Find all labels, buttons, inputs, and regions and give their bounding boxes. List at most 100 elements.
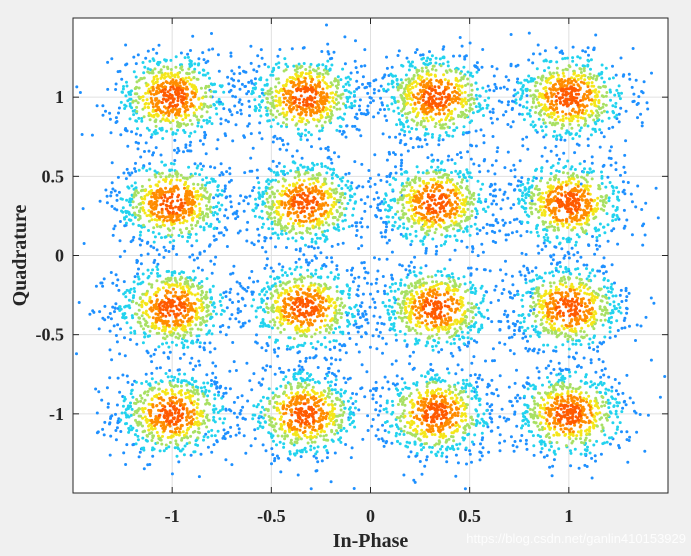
scatter-point [343, 196, 347, 200]
scatter-point [468, 109, 471, 113]
scatter-point [351, 124, 355, 128]
scatter-point [646, 107, 650, 111]
scatter-point [205, 310, 209, 313]
scatter-point [614, 168, 618, 172]
scatter-point [218, 173, 222, 177]
scatter-point [372, 88, 376, 91]
scatter-point [416, 136, 420, 140]
scatter-point [364, 318, 368, 322]
scatter-point [176, 380, 180, 384]
scatter-point [150, 360, 154, 364]
scatter-point [486, 317, 490, 320]
scatter-point [117, 106, 121, 110]
scatter-point [419, 271, 423, 275]
scatter-point [498, 449, 502, 453]
scatter-point [530, 185, 534, 189]
scatter-point [134, 189, 138, 192]
scatter-point [393, 297, 397, 301]
scatter-point [652, 301, 656, 305]
scatter-point [552, 368, 556, 371]
scatter-point [474, 93, 478, 97]
scatter-point [211, 361, 215, 365]
scatter-point [146, 390, 150, 393]
scatter-point [470, 460, 473, 464]
scatter-point [364, 270, 368, 274]
scatter-point [568, 370, 571, 374]
scatter-point [504, 110, 508, 114]
scatter-point [400, 128, 404, 132]
scatter-point [472, 325, 476, 329]
scatter-point [503, 309, 507, 313]
scatter-point [544, 59, 548, 63]
scatter-point [371, 418, 375, 421]
scatter-point [123, 397, 127, 401]
scatter-point [584, 229, 588, 233]
scatter-point [474, 408, 478, 412]
scatter-point [578, 56, 582, 60]
scatter-point [307, 245, 311, 249]
scatter-point [594, 386, 598, 390]
scatter-point [504, 259, 507, 263]
scatter-point [438, 134, 442, 138]
scatter-point [202, 394, 206, 398]
scatter-point [314, 272, 318, 276]
scatter-point [341, 176, 345, 180]
scatter-point [557, 270, 561, 274]
scatter-point [579, 255, 583, 259]
scatter-point [338, 342, 342, 346]
scatter-point [125, 321, 129, 325]
scatter-point [124, 223, 128, 227]
scatter-point [114, 334, 118, 337]
scatter-point [464, 290, 467, 294]
scatter-point [212, 404, 216, 408]
scatter-point [271, 118, 275, 122]
scatter-point [114, 116, 118, 120]
scatter-point [617, 84, 621, 88]
scatter-point [133, 215, 137, 219]
scatter-point [112, 227, 116, 231]
scatter-point [482, 159, 486, 163]
scatter-point [355, 79, 359, 83]
scatter-point [526, 178, 530, 182]
scatter-point [424, 251, 428, 255]
scatter-point [438, 170, 442, 174]
scatter-point [358, 304, 362, 308]
scatter-point [426, 63, 430, 67]
scatter-point [244, 451, 248, 455]
scatter-point [641, 243, 645, 247]
scatter-point [393, 220, 397, 224]
scatter-point [509, 400, 513, 404]
scatter-point [626, 460, 630, 464]
scatter-point [313, 355, 317, 359]
scatter-point [454, 388, 458, 392]
scatter-point [485, 409, 489, 412]
scatter-point [573, 151, 577, 155]
scatter-point [295, 265, 299, 269]
scatter-point [447, 371, 451, 375]
scatter-point [360, 261, 364, 265]
scatter-point [122, 85, 125, 88]
scatter-point [190, 378, 194, 381]
scatter-point [488, 269, 492, 273]
scatter-point [245, 289, 249, 293]
scatter-point [614, 73, 618, 77]
scatter-point [156, 272, 159, 275]
scatter-point [309, 133, 313, 137]
scatter-point [378, 315, 382, 319]
scatter-point [98, 199, 102, 203]
scatter-point [399, 232, 403, 236]
scatter-point [362, 112, 366, 116]
scatter-point [254, 309, 258, 313]
scatter-point [475, 227, 479, 231]
scatter-point [536, 43, 540, 47]
scatter-point [474, 105, 478, 109]
scatter-point [523, 394, 526, 398]
scatter-point [579, 182, 583, 186]
scatter-point [530, 291, 534, 295]
scatter-point [144, 438, 148, 442]
scatter-point [160, 171, 164, 175]
scatter-point [594, 226, 598, 230]
scatter-point [610, 229, 614, 233]
scatter-point [588, 385, 592, 389]
scatter-point [520, 94, 524, 98]
